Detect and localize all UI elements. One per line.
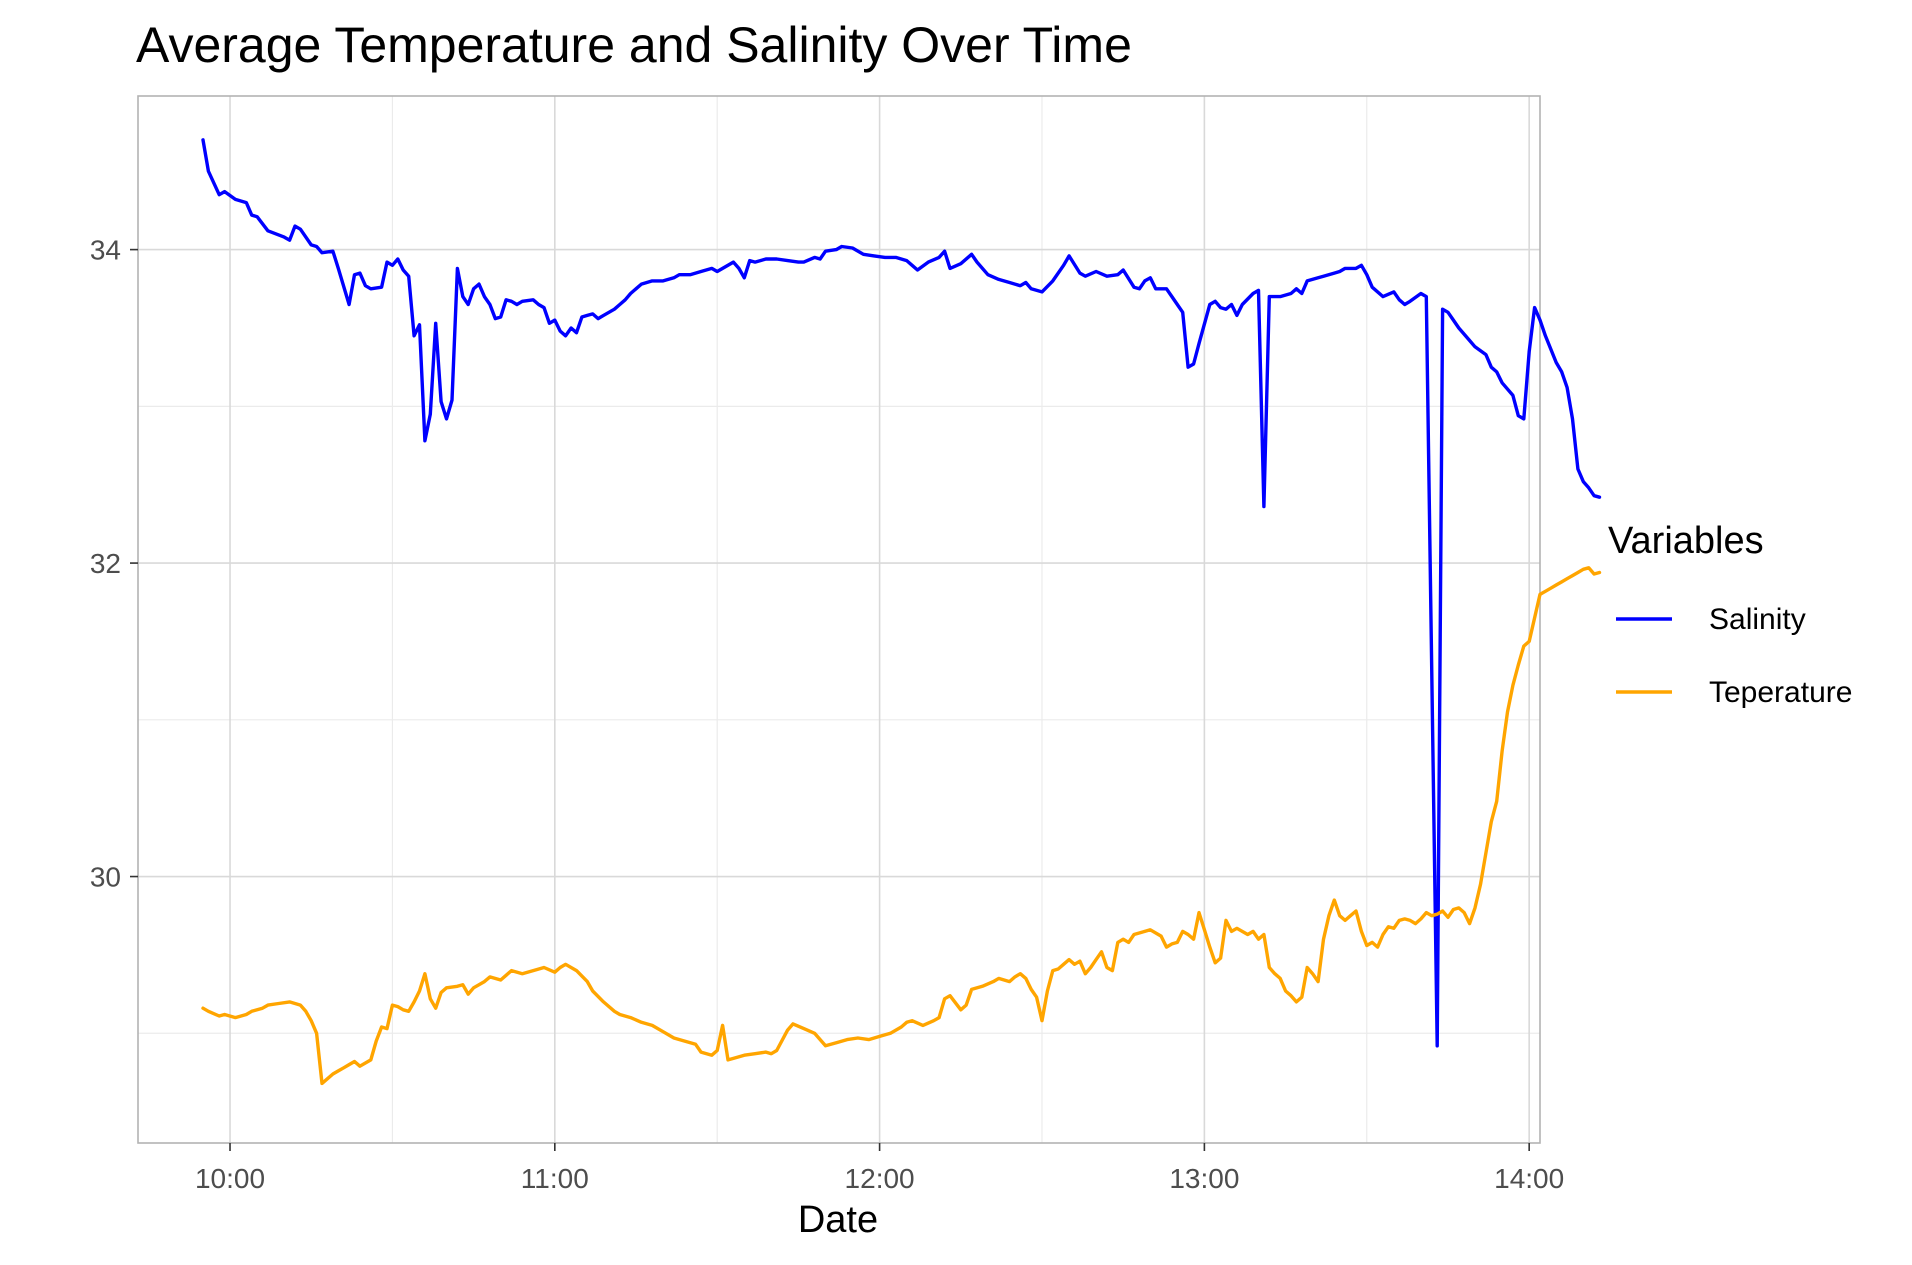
legend-title: Variables: [1608, 520, 1764, 562]
chart-title: Average Temperature and Salinity Over Ti…: [136, 17, 1132, 73]
grid: [138, 96, 1540, 1143]
legend-items: Salinity Teperature: [1616, 603, 1852, 709]
series-line-salinity: [201, 138, 1602, 1048]
legend-label-salinity: Salinity: [1709, 603, 1806, 636]
y-axis-ticks: 30 32 34: [90, 235, 138, 893]
legend: Variables Salinity Teperature: [1608, 520, 1852, 709]
x-axis-label: Date: [798, 1199, 878, 1241]
x-tick-label: 10:00: [195, 1163, 265, 1194]
y-tick-label: 30: [90, 862, 121, 893]
x-axis-ticks: 10:00 11:00 12:00 13:00 14:00: [195, 1143, 1564, 1194]
x-tick-label: 11:00: [521, 1163, 589, 1194]
series-line-teperature: [201, 566, 1602, 1086]
legend-label-teperature: Teperature: [1709, 676, 1852, 709]
x-tick-label: 12:00: [845, 1163, 915, 1194]
series-layer: [201, 138, 1602, 1086]
y-tick-label: 34: [90, 235, 121, 266]
x-tick-label: 13:00: [1169, 1163, 1239, 1194]
y-tick-label: 32: [90, 548, 121, 579]
plot-panel-border: [137, 95, 1541, 1144]
x-tick-label: 14:00: [1494, 1163, 1564, 1194]
